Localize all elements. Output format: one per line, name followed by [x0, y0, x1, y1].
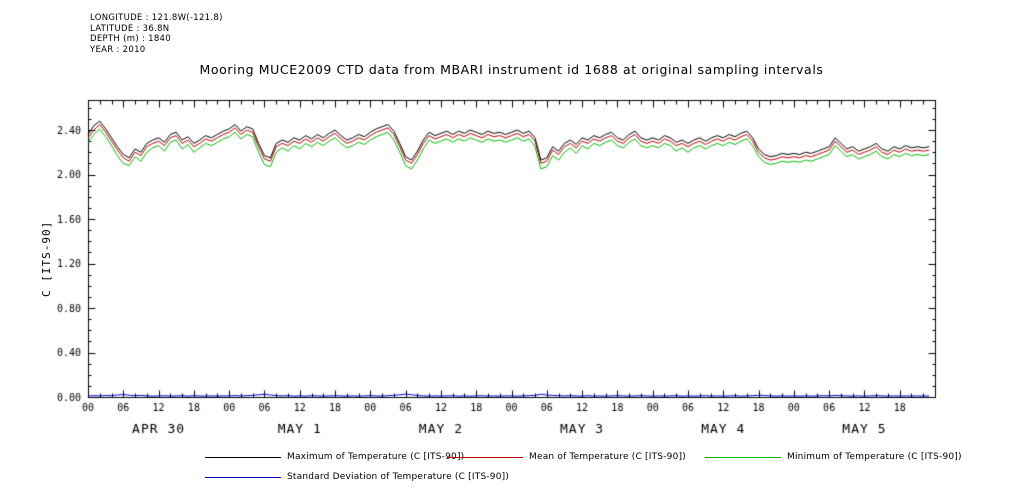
legend-entry-mean: Mean of Temperature (C [ITS-90]): [447, 452, 686, 462]
legend-entry-min: Minimum of Temperature (C [ITS-90]): [705, 452, 962, 462]
y-axis-label: C [ITS-90]: [40, 220, 53, 297]
legend-label-max: Maximum of Temperature (C [ITS-90]): [287, 452, 465, 462]
info-year: YEAR : 2010: [90, 44, 146, 55]
legend-label-min: Minimum of Temperature (C [ITS-90]): [787, 452, 962, 462]
legend-line-min: [705, 456, 781, 458]
chart-title: Mooring MUCE2009 CTD data from MBARI ins…: [199, 62, 824, 77]
legend-label-mean: Mean of Temperature (C [ITS-90]): [529, 452, 686, 462]
info-block: LONGITUDE : 121.8W(-121.8) LATITUDE : 36…: [90, 13, 223, 55]
legend-line-mean: [447, 456, 523, 458]
legend-entry-std: Standard Deviation of Temperature (C [IT…: [205, 472, 509, 482]
legend-label-std: Standard Deviation of Temperature (C [IT…: [287, 472, 510, 482]
legend-entry-max: Maximum of Temperature (C [ITS-90]): [205, 452, 464, 462]
info-latitude: LATITUDE : 36.8N: [90, 23, 170, 34]
legend-line-std: [205, 476, 281, 478]
info-longitude: LONGITUDE : 121.8W(-121.8): [90, 13, 223, 23]
legend-line-max: [205, 456, 281, 458]
info-depth: DEPTH (m) : 1840: [90, 34, 171, 44]
